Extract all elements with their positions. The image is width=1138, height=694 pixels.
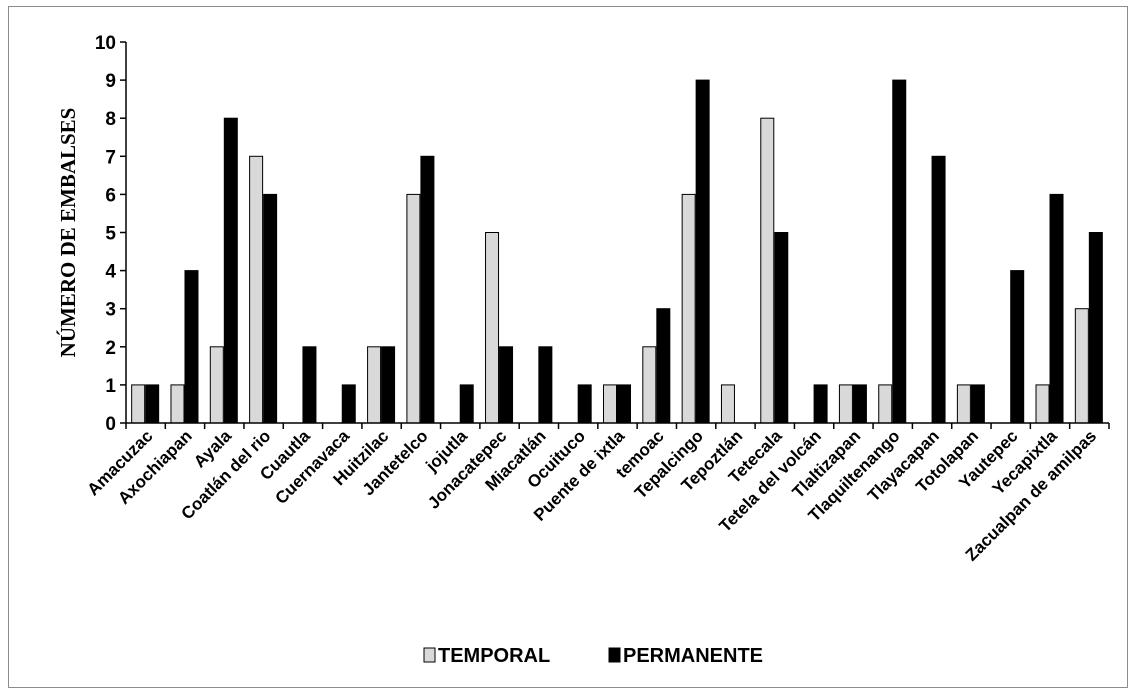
y-tick-label: 2 <box>105 338 116 359</box>
bar-permanente <box>577 384 592 424</box>
bar-permanente <box>1088 232 1103 424</box>
bar-permanente <box>184 270 199 424</box>
bar-permanente <box>813 384 828 424</box>
y-axis-title: NÚMERO DE EMBALSES <box>56 108 80 358</box>
bar-temporal <box>760 117 775 424</box>
bar-permanente <box>499 346 514 424</box>
bar-temporal <box>956 384 971 424</box>
legend-label-temporal: TEMPORAL <box>438 645 550 667</box>
bar-temporal <box>1074 308 1089 424</box>
bar-permanente <box>931 155 946 424</box>
bar-temporal <box>367 346 382 424</box>
y-tick-label: 1 <box>105 376 116 397</box>
bar-permanente <box>970 384 985 424</box>
bar-permanente <box>695 79 710 424</box>
bar-permanente <box>1049 193 1064 424</box>
bar-permanente <box>774 232 789 424</box>
bar-temporal <box>1035 384 1050 424</box>
bar-temporal <box>485 232 500 424</box>
legend-label-permanente: PERMANENTE <box>623 645 763 667</box>
y-tick-label: 0 <box>105 414 116 435</box>
y-tick-label: 7 <box>105 147 116 168</box>
bar-permanente <box>302 346 317 424</box>
bar-temporal <box>681 193 696 424</box>
legend-swatch-temporal <box>423 647 436 663</box>
bar-temporal <box>642 346 657 424</box>
y-tick-label: 4 <box>105 262 116 283</box>
legend-swatch-permanente <box>608 647 621 663</box>
bar-permanente <box>538 346 553 424</box>
y-tick-label: 5 <box>105 224 116 245</box>
bar-permanente <box>459 384 474 424</box>
bar-permanente <box>617 384 631 424</box>
bar-temporal <box>170 384 185 424</box>
bar-permanente <box>892 79 907 424</box>
y-tick-label: 10 <box>95 33 116 54</box>
bar-permanente <box>420 155 435 424</box>
bar-temporal <box>720 384 735 424</box>
chart-frame: NÚMERO DE EMBALSES 0 1 2 3 4 5 6 7 8 9 10 Amacuzac… <box>8 6 1128 688</box>
bar-temporal <box>131 384 146 424</box>
bar-temporal <box>603 384 617 424</box>
bar-permanente <box>381 346 396 424</box>
bar-temporal <box>209 346 224 424</box>
y-tick-label: 8 <box>105 109 116 130</box>
bar-permanente <box>145 384 160 424</box>
bar-temporal <box>249 155 264 424</box>
bar-permanente <box>263 193 278 424</box>
bar-permanente <box>656 308 671 424</box>
bar-permanente <box>223 117 238 424</box>
bar-permanente <box>341 384 356 424</box>
bar-temporal <box>878 384 893 424</box>
bar-temporal <box>406 193 421 424</box>
y-tick-label: 6 <box>105 185 116 206</box>
y-tick-label: 3 <box>105 300 116 321</box>
y-tick-label: 9 <box>105 71 116 92</box>
bar-temporal <box>838 384 853 424</box>
bar-permanente <box>1010 270 1025 424</box>
bar-permanente <box>852 384 867 424</box>
